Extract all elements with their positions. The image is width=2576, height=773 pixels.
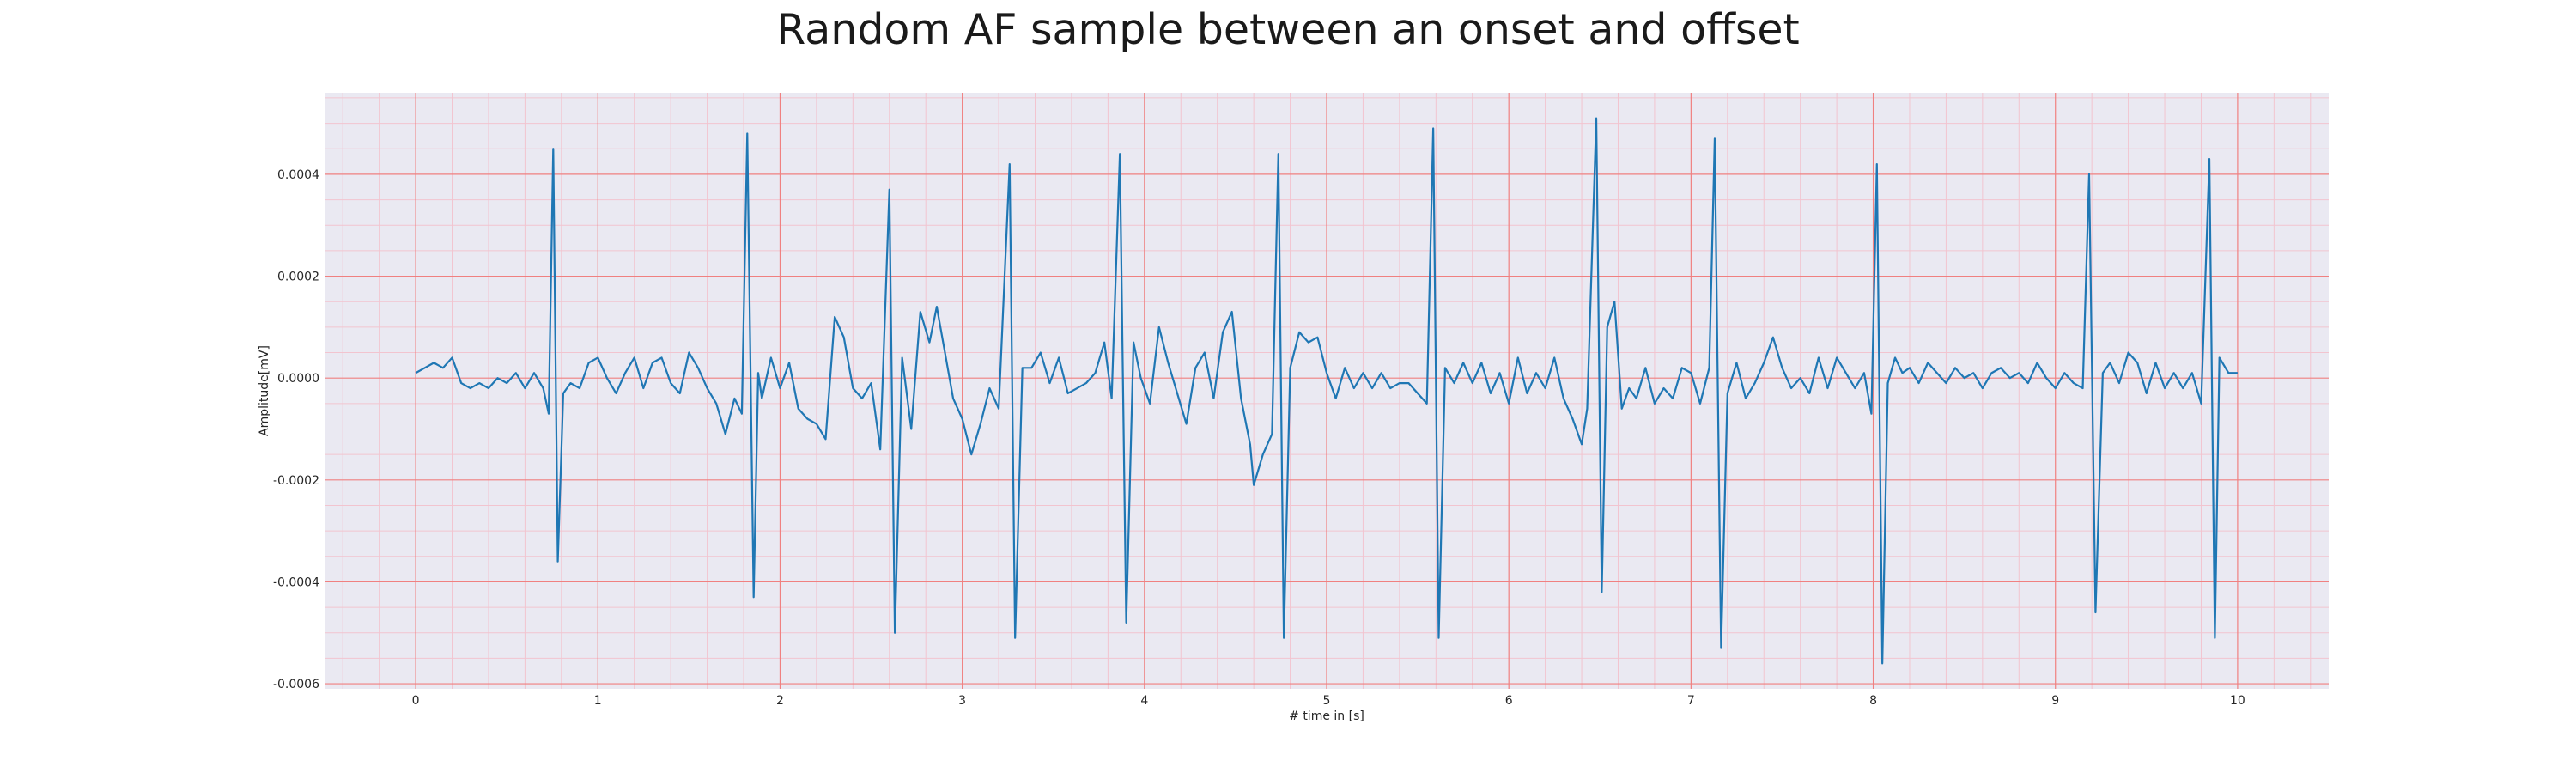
x-tick-label: 1 <box>594 694 602 708</box>
x-tick-label: 5 <box>1323 694 1331 708</box>
x-tick-labels: 0 1 2 3 4 5 6 7 8 9 10 <box>412 694 2245 708</box>
y-tick-label: 0.0002 <box>277 271 319 284</box>
x-tick-label: 6 <box>1505 694 1513 708</box>
x-axis-label: # time in [s] <box>1289 709 1364 723</box>
x-tick-label: 7 <box>1687 694 1695 708</box>
x-tick-label: 9 <box>2051 694 2059 708</box>
y-tick-label: -0.0002 <box>273 474 319 488</box>
x-tick-label: 8 <box>1869 694 1877 708</box>
x-tick-label: 10 <box>2230 694 2245 708</box>
y-tick-label: 0.0004 <box>277 168 319 182</box>
x-tick-label: 3 <box>958 694 966 708</box>
y-tick-label: -0.0004 <box>273 575 319 589</box>
y-tick-label: 0.0000 <box>277 372 319 386</box>
y-axis-label: Amplitude[mV] <box>258 345 271 436</box>
x-tick-label: 4 <box>1140 694 1148 708</box>
x-tick-label: 0 <box>412 694 420 708</box>
y-tick-labels: -0.0006 -0.0004 -0.0002 0.0000 0.0002 0.0004 <box>273 168 319 691</box>
x-tick-label: 2 <box>776 694 784 708</box>
y-tick-label: -0.0006 <box>273 678 319 691</box>
